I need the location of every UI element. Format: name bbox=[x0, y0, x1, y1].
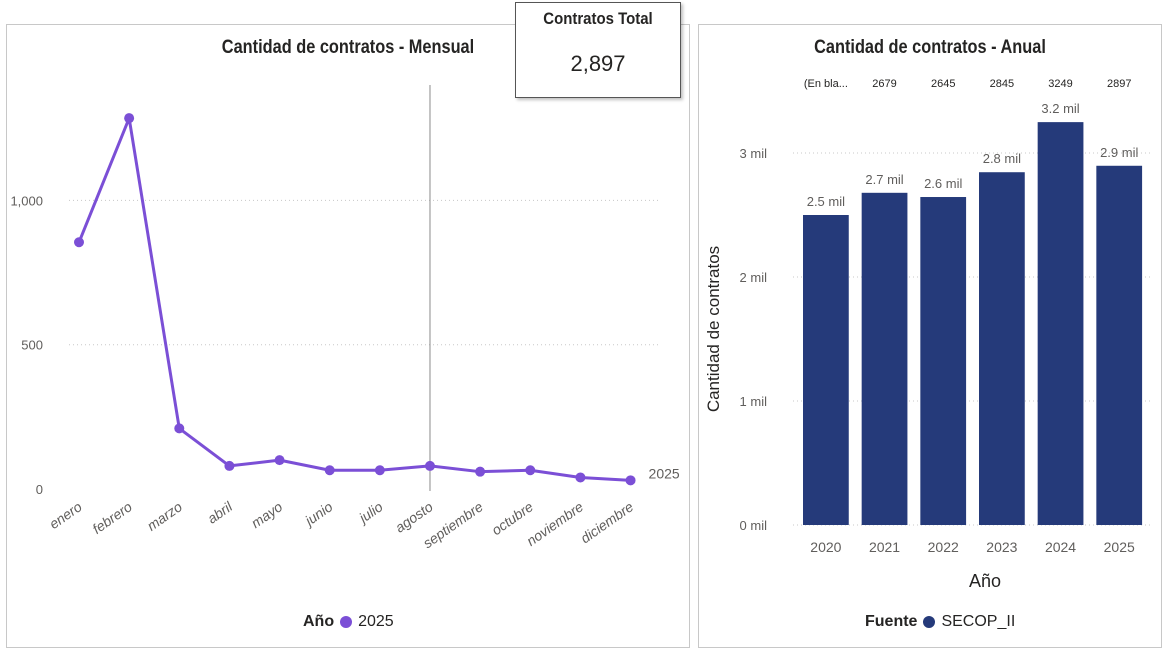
data-point[interactable] bbox=[374, 465, 385, 476]
data-point[interactable] bbox=[424, 460, 435, 471]
bar-data-label: 2.5 mil bbox=[807, 194, 845, 209]
data-point[interactable] bbox=[625, 475, 636, 486]
monthly-legend-item: 2025 bbox=[358, 613, 394, 630]
monthly-legend[interactable]: Año 2025 bbox=[303, 613, 394, 631]
x-tick-label: enero bbox=[46, 498, 85, 532]
bar[interactable] bbox=[861, 192, 908, 525]
x-tick-label: 2025 bbox=[1104, 539, 1135, 555]
data-point[interactable] bbox=[475, 466, 486, 477]
bar-top-label: 2679 bbox=[872, 78, 896, 90]
bar[interactable] bbox=[920, 197, 967, 525]
annual-legend-title: Fuente bbox=[865, 613, 918, 630]
legend-dot-icon bbox=[340, 616, 353, 628]
x-tick-label: marzo bbox=[144, 498, 185, 534]
data-point[interactable] bbox=[525, 465, 536, 476]
y-tick-label: 1 mil bbox=[740, 394, 768, 409]
kpi-card-title: Contratos Total bbox=[543, 9, 653, 28]
y-tick-label: 500 bbox=[21, 338, 43, 353]
kpi-card-value: 2,897 bbox=[570, 51, 626, 76]
monthly-chart-panel: Cantidad de contratos - Mensual 0 500 1,00… bbox=[6, 24, 690, 648]
x-tick-label: diciembre bbox=[577, 498, 636, 546]
monthly-legend-title: Año bbox=[303, 613, 335, 630]
y-tick-label: 0 mil bbox=[740, 518, 768, 533]
annual-legend[interactable]: Fuente SECOP_II bbox=[865, 613, 1015, 631]
x-tick-label: 2023 bbox=[986, 539, 1017, 555]
bar[interactable] bbox=[803, 215, 849, 525]
bar-data-label: 3.2 mil bbox=[1041, 101, 1079, 116]
annual-chart-panel: Cantidad de contratos - Anual 0 mil 1 mil… bbox=[698, 24, 1162, 648]
x-tick-label: 2022 bbox=[928, 539, 959, 555]
x-axis-title: Año bbox=[969, 571, 1001, 591]
kpi-card[interactable]: Contratos Total 2,897 bbox=[515, 2, 681, 98]
data-point[interactable] bbox=[324, 465, 335, 476]
y-tick-label: 2 mil bbox=[740, 270, 768, 285]
y-tick-label: 1,000 bbox=[10, 193, 43, 208]
bar-data-label: 2.6 mil bbox=[924, 176, 962, 191]
x-tick-label: noviembre bbox=[523, 498, 586, 549]
annual-legend-item: SECOP_II bbox=[941, 613, 1016, 630]
y-axis-title: Cantidad de contratos bbox=[704, 246, 723, 412]
monthly-chart-title: Cantidad de contratos - Mensual bbox=[221, 37, 475, 58]
y-tick-label: 3 mil bbox=[740, 146, 768, 161]
bar-top-label: 2645 bbox=[931, 78, 955, 90]
data-point[interactable] bbox=[174, 423, 185, 434]
x-tick-label: mayo bbox=[248, 498, 285, 531]
x-tick-label: 2020 bbox=[810, 539, 841, 555]
bar[interactable] bbox=[1037, 122, 1084, 526]
annual-chart-title: Cantidad de contratos - Anual bbox=[814, 37, 1046, 58]
bar-top-label: 3249 bbox=[1048, 78, 1072, 90]
legend-dot-icon bbox=[923, 616, 936, 628]
x-tick-label: agosto bbox=[392, 498, 436, 535]
annual-bar-chart[interactable]: 0 mil 1 mil 2 mil 3 mil 2.5 mil (En bla... 202… bbox=[699, 25, 1161, 647]
data-point[interactable] bbox=[274, 455, 285, 466]
x-tick-label: julio bbox=[354, 498, 385, 527]
x-tick-label: junio bbox=[300, 498, 335, 529]
x-tick-label: 2024 bbox=[1045, 539, 1076, 555]
data-point[interactable] bbox=[124, 113, 135, 124]
x-tick-label: 2021 bbox=[869, 539, 900, 555]
bar-data-label: 2.7 mil bbox=[865, 172, 903, 187]
bar-data-label: 2.8 mil bbox=[983, 151, 1021, 166]
bar[interactable] bbox=[1096, 165, 1143, 525]
bar-top-label: 2897 bbox=[1107, 78, 1131, 90]
bar-top-label: (En bla... bbox=[804, 78, 848, 90]
series-line-2025 bbox=[77, 116, 631, 482]
data-point[interactable] bbox=[224, 460, 235, 471]
bar-top-label: 2845 bbox=[990, 78, 1014, 90]
bar[interactable] bbox=[979, 172, 1025, 525]
data-point[interactable] bbox=[74, 237, 84, 248]
bar-data-label: 2.9 mil bbox=[1100, 145, 1138, 160]
data-point[interactable] bbox=[575, 472, 586, 483]
y-tick-label: 0 bbox=[36, 482, 43, 497]
x-tick-label: abril bbox=[204, 498, 236, 527]
series-end-label: 2025 bbox=[649, 465, 680, 481]
x-tick-label: febrero bbox=[89, 498, 135, 537]
